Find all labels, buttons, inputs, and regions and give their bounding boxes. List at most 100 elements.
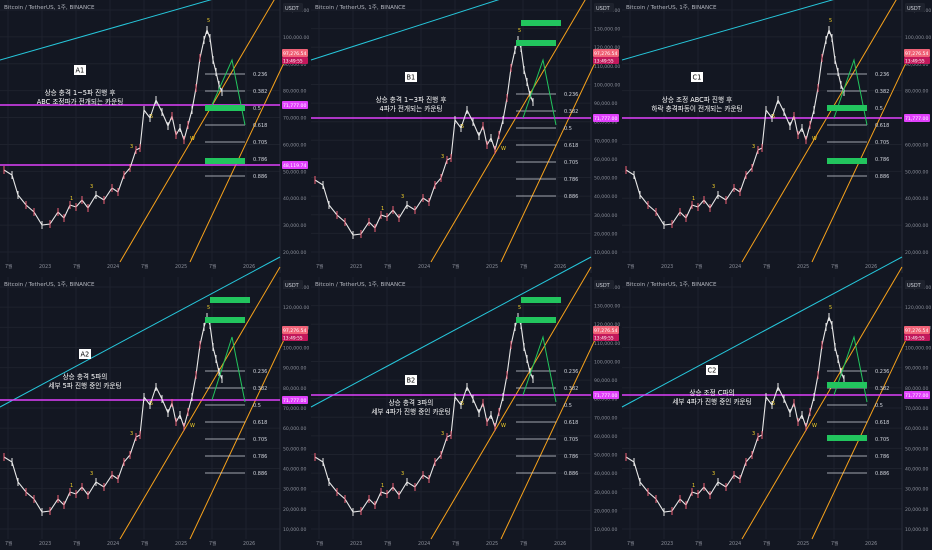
y-tick-label: 30,000.00 xyxy=(594,490,617,496)
fib-label: 0.886 xyxy=(253,174,267,180)
currency-label: USDT xyxy=(596,6,611,12)
x-tick-label: 2026 xyxy=(554,264,566,270)
last-price-text: 97,276.54 xyxy=(905,51,928,57)
x-tick-label: 2026 xyxy=(865,264,877,270)
panel-c2: 130,000.00120,000.00110,000.00100,000.00… xyxy=(621,256,932,550)
level-badge xyxy=(282,161,308,169)
wave-label: 5 xyxy=(207,305,210,311)
wave-label: 5 xyxy=(518,28,521,34)
wave-label: 5 xyxy=(150,401,153,407)
target-zone xyxy=(827,158,867,164)
y-tick-label: 130,000.00 xyxy=(594,27,620,33)
y-tick-label: 80,000.00 xyxy=(283,386,306,392)
x-tick-label: 2025 xyxy=(797,264,809,270)
wave-label: 5 xyxy=(461,124,464,130)
fib-label: 0.618 xyxy=(253,123,267,129)
panel-a2: 130,000.00120,000.00110,000.00100,000.00… xyxy=(0,256,310,550)
x-tick-label: 7월 xyxy=(695,540,702,547)
x-tick-label: 2023 xyxy=(39,541,51,547)
x-tick-label: 2026 xyxy=(243,541,255,547)
scenario-caption: 상승 충격 3파의 xyxy=(389,398,434,407)
scenario-tag xyxy=(405,375,417,385)
y-tick-label: 90,000.00 xyxy=(283,62,306,68)
wave-label: 3 xyxy=(130,431,133,437)
channel-lower xyxy=(811,49,913,263)
fib-label: 0.382 xyxy=(253,386,267,392)
fib-label: 0.382 xyxy=(564,109,578,115)
x-tick-label: 7월 xyxy=(141,540,148,547)
fib-label: 0.618 xyxy=(564,420,578,426)
wave-label: 3 xyxy=(712,184,715,190)
x-tick-label: 7월 xyxy=(831,263,838,270)
channel-lower xyxy=(500,49,602,263)
currency-label: USDT xyxy=(907,6,922,12)
channel-lower xyxy=(500,326,602,540)
x-tick-label: 7월 xyxy=(627,263,634,270)
y-tick-label: 70,000.00 xyxy=(594,415,617,421)
projection-path xyxy=(833,58,868,126)
trendline xyxy=(0,256,281,408)
projection-path xyxy=(522,58,557,126)
fib-label: 0.5 xyxy=(875,106,883,112)
x-tick-label: 7월 xyxy=(452,540,459,547)
projection-path xyxy=(211,336,246,403)
level-badge-text: 71,777.00 xyxy=(283,103,306,109)
level-badge xyxy=(593,391,619,399)
wave-label: W xyxy=(812,423,817,429)
level-badge-text: 71,777.00 xyxy=(905,116,928,122)
last-price-text: 97,276.54 xyxy=(594,51,617,57)
wave-label: 3 xyxy=(752,431,755,437)
y-tick-label: 10,000.00 xyxy=(594,527,617,533)
x-tick-label: 7월 xyxy=(763,263,770,270)
target-zone xyxy=(827,435,867,441)
panel-c1: 110,000.00100,000.0090,000.0080,000.0070… xyxy=(621,0,932,273)
countdown-text: 13:49:55 xyxy=(283,59,303,65)
trendline xyxy=(621,0,834,61)
y-tick-label: 40,000.00 xyxy=(905,196,928,202)
chart-title: Bitcoin / TetherUS, 1주, BINANCE xyxy=(4,4,95,11)
channel-upper xyxy=(119,0,275,263)
last-price-badge xyxy=(282,326,308,334)
scenario-caption: 세부 5파 진행 중인 카운팅 xyxy=(48,381,121,390)
x-tick-label: 7월 xyxy=(73,263,80,270)
y-tick-label: 100,000.00 xyxy=(905,35,931,41)
level-badge-text: 71,777.00 xyxy=(594,116,617,122)
wave-label: 5 xyxy=(207,18,210,24)
wave-label: 3 xyxy=(130,144,133,150)
panel-background xyxy=(622,277,932,550)
fib-label: 0.236 xyxy=(253,369,267,375)
channel-lower xyxy=(189,326,291,540)
y-tick-label: 50,000.00 xyxy=(594,176,617,182)
x-tick-label: 2024 xyxy=(107,264,119,270)
wave-label: 3 xyxy=(752,144,755,150)
fib-label: 0.705 xyxy=(564,160,578,166)
wave-label: 5 xyxy=(829,305,832,311)
wave-label: W xyxy=(190,423,195,429)
scenario-tag xyxy=(706,365,718,375)
wave-label: 1 xyxy=(692,483,695,489)
y-tick-label: 80,000.00 xyxy=(905,386,928,392)
y-tick-label: 30,000.00 xyxy=(905,223,928,229)
chart-title: Bitcoin / TetherUS, 1주, BINANCE xyxy=(315,281,406,288)
y-tick-label: 30,000.00 xyxy=(283,223,306,229)
fib-label: 0.886 xyxy=(564,471,578,477)
fib-label: 0.786 xyxy=(253,454,267,460)
level-badge-text: 48,119.74 xyxy=(283,163,306,169)
fib-label: 0.886 xyxy=(875,174,889,180)
fib-label: 0.382 xyxy=(875,386,889,392)
y-tick-label: 10,000.00 xyxy=(283,527,306,533)
y-tick-label: 40,000.00 xyxy=(594,471,617,477)
y-tick-label: 90,000.00 xyxy=(905,366,928,372)
x-tick-label: 7월 xyxy=(452,263,459,270)
chart-title: Bitcoin / TetherUS, 1주, BINANCE xyxy=(315,4,406,11)
panel-b1: 1 40,000.00 130,000.00 120,000.00 110,000.00… xyxy=(310,0,621,273)
target-zone xyxy=(827,105,867,111)
y-tick-label: 30,000.00 xyxy=(594,213,617,219)
target-zone xyxy=(516,40,556,46)
trendline xyxy=(621,256,903,408)
currency-badge xyxy=(283,3,303,12)
y-tick-label: 20,000.00 xyxy=(283,250,306,256)
currency-label: USDT xyxy=(907,283,922,289)
y-tick-label: 120,000.00 xyxy=(905,305,931,311)
panel-background xyxy=(311,0,621,273)
